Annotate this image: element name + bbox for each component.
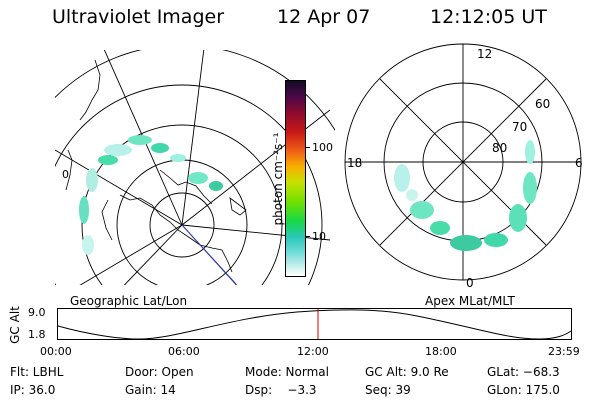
apex-caption: Apex MLat/MLT (425, 294, 515, 308)
colorbar-tick-100: 100 (312, 141, 333, 154)
status-ip: IP: 36.0 (10, 383, 56, 397)
colorbar-unit-label: photon cm⁻²s⁻¹ (271, 132, 285, 226)
geographic-map: 0 (55, 50, 335, 285)
status-flt: Flt: LBHL (10, 365, 64, 379)
mlt-label-6: 6 (575, 156, 583, 170)
date-label: 12 Apr 07 (277, 6, 371, 28)
time-label: 12:12:05 UT (430, 6, 547, 28)
status-dsp: Dsp: −3.3 (245, 383, 317, 397)
altitude-xtick-2: 12:00 (297, 345, 329, 358)
instrument-title: Ultraviolet Imager (52, 6, 225, 28)
mlat-label-70: 70 (512, 120, 527, 134)
status-seq: Seq: 39 (365, 383, 411, 397)
altitude-ytick-high: 9.0 (28, 306, 46, 319)
colorbar-tick-mark (306, 236, 310, 237)
status-mode: Mode: Normal (245, 365, 329, 379)
colorbar-tick-10: 10 (312, 230, 326, 243)
altitude-xtick-3: 18:00 (425, 345, 457, 358)
colorbar-tick-marks (306, 147, 310, 148)
mlt-label-18: 18 (347, 156, 362, 170)
status-glat: GLat: −68.3 (487, 365, 560, 379)
geographic-lon-label: 0 (62, 168, 69, 181)
geographic-caption: Geographic Lat/Lon (70, 294, 188, 308)
status-gc-alt: GC Alt: 9.0 Re (365, 365, 449, 379)
apex-polar-plot: 12 18 6 0 60 70 80 (344, 43, 583, 290)
mlt-label-12: 12 (477, 47, 492, 61)
status-door: Door: Open (125, 365, 194, 379)
altitude-plot (57, 308, 572, 340)
altitude-ytick-low: 1.8 (28, 328, 46, 341)
altitude-xtick-0: 00:00 (40, 345, 72, 358)
status-gain: Gain: 14 (125, 383, 176, 397)
altitude-xtick-1: 06:00 (168, 345, 200, 358)
mlat-label-60: 60 (535, 97, 550, 111)
altitude-axis-label: GC Alt (8, 306, 22, 344)
mlat-label-80: 80 (492, 141, 507, 155)
mlt-label-0: 0 (466, 276, 474, 290)
color-bar (285, 80, 306, 277)
status-glon: GLon: 175.0 (487, 383, 560, 397)
altitude-xtick-4: 23:59 (548, 345, 580, 358)
